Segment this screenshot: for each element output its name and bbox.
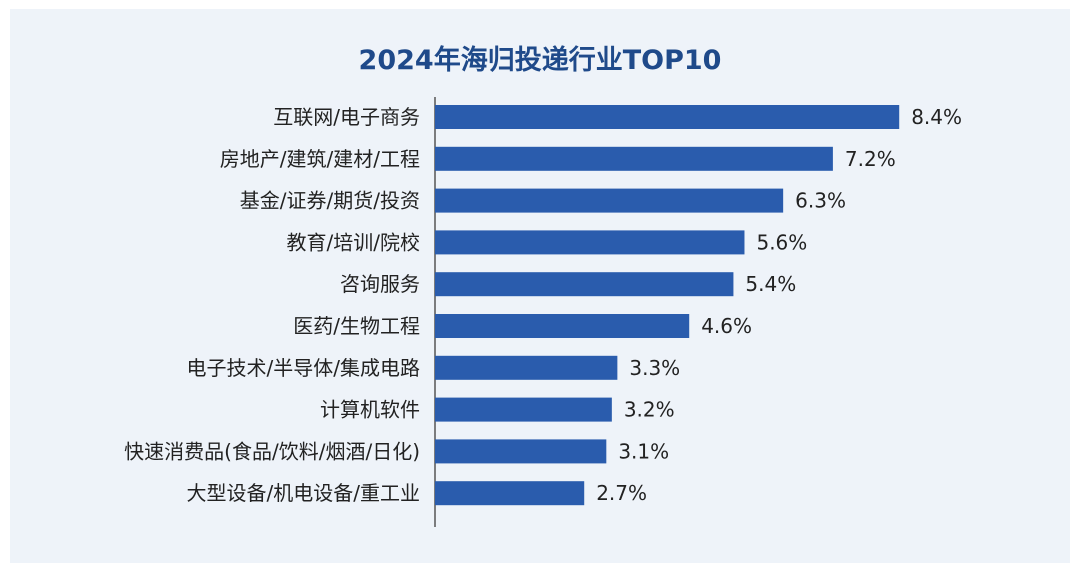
value-label: 7.2%	[845, 147, 896, 171]
bar	[435, 272, 734, 297]
bar	[435, 439, 607, 464]
value-label: 8.4%	[911, 105, 962, 129]
bar	[435, 314, 690, 338]
value-label: 3.1%	[618, 439, 669, 463]
category-label: 咨询服务	[340, 272, 420, 296]
value-label: 3.3%	[629, 356, 680, 380]
category-label: 电子技术/半导体/集成电路	[187, 356, 420, 380]
bar	[435, 481, 585, 506]
category-label: 互联网/电子商务	[273, 105, 420, 129]
bar	[435, 355, 618, 380]
value-label: 4.6%	[701, 314, 752, 338]
category-label: 医药/生物工程	[293, 314, 420, 338]
bar	[435, 146, 833, 171]
bar	[435, 230, 745, 255]
category-label: 房地产/建筑/建材/工程	[220, 147, 420, 171]
chart-title: 2024年海归投递行业TOP10	[358, 45, 722, 76]
category-label: 快速消费品(食品/饮料/烟酒/日化)	[124, 439, 420, 463]
value-label: 2.7%	[596, 481, 647, 505]
value-label: 5.6%	[756, 230, 807, 254]
value-label: 5.4%	[745, 272, 796, 296]
bar	[435, 188, 784, 213]
category-label: 计算机软件	[320, 398, 420, 422]
value-label: 6.3%	[795, 189, 846, 213]
category-label: 教育/培训/院校	[287, 230, 420, 254]
category-label: 大型设备/机电设备/重工业	[187, 481, 420, 505]
bar	[435, 105, 900, 129]
bar	[435, 397, 612, 422]
value-label: 3.2%	[624, 398, 675, 422]
category-label: 基金/证券/期货/投资	[240, 189, 420, 213]
